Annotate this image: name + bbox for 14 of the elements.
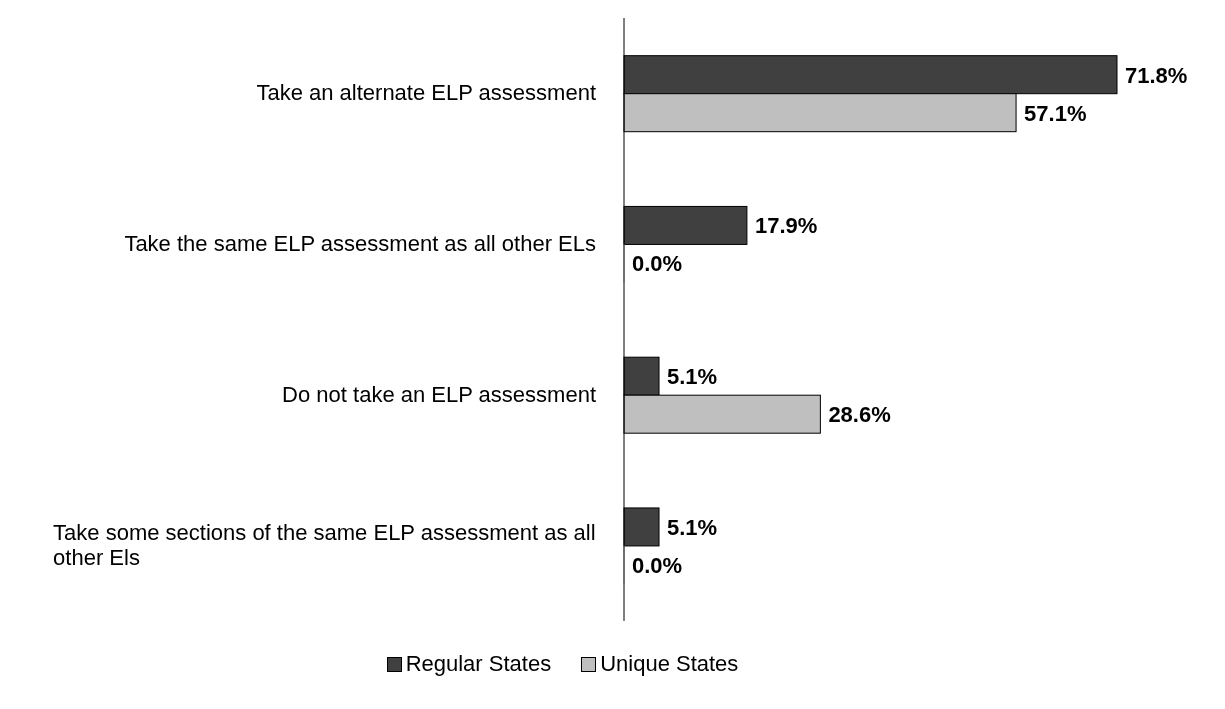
data-label: 57.1% (1024, 100, 1087, 126)
data-label: 71.8% (1125, 62, 1188, 88)
legend-label: Regular States (404, 651, 552, 677)
data-label: 5.1% (667, 364, 718, 390)
data-label: 28.6% (828, 402, 891, 428)
y-tick-label: Take some sections of the same ELP assessment as all other Els (53, 519, 596, 571)
data-label: 0.0% (632, 251, 683, 277)
data-label: 0.0% (632, 552, 683, 578)
data-label: 17.9% (754, 213, 818, 239)
y-tick-label: Do not take an ELP assessment (282, 381, 596, 407)
data-label: 5.1% (667, 514, 718, 540)
legend-label: Unique States (599, 651, 739, 677)
y-tick-label: Take an alternate ELP assessment (256, 80, 596, 106)
y-tick-label: Take the same ELP assessment as all other ELs (124, 231, 596, 257)
